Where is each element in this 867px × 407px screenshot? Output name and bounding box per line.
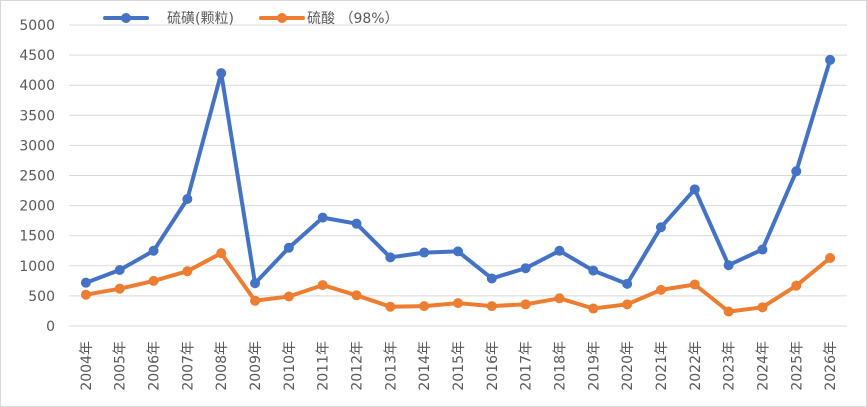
- data-point-0: [250, 278, 261, 289]
- data-point-0: [791, 166, 802, 177]
- data-point-1: [453, 298, 463, 309]
- y-tick-label: 3000: [19, 138, 55, 154]
- y-tick-label: 4500: [19, 48, 55, 64]
- data-point-0: [723, 260, 734, 271]
- data-point-0: [148, 245, 159, 256]
- data-point-1: [385, 301, 396, 312]
- x-tick-label: 2014年: [417, 341, 433, 391]
- legend-marker-0: [121, 13, 131, 23]
- data-point-0: [216, 68, 227, 79]
- data-point-0: [351, 218, 362, 229]
- data-point-1: [723, 306, 734, 317]
- data-point-0: [317, 212, 328, 223]
- x-tick-label: 2004年: [79, 341, 95, 391]
- data-point-0: [385, 252, 396, 263]
- x-tick-label: 2013年: [383, 341, 399, 391]
- data-point-1: [791, 280, 802, 291]
- x-tick-label: 2025年: [789, 341, 805, 391]
- y-tick-label: 1000: [19, 259, 55, 275]
- x-tick-label: 2006年: [147, 341, 163, 391]
- x-tick-label: 2018年: [552, 341, 568, 391]
- x-tick-label: 2016年: [485, 341, 501, 391]
- y-tick-label: 1500: [19, 229, 55, 245]
- x-tick-label: 2019年: [586, 341, 602, 391]
- data-point-0: [588, 265, 599, 276]
- y-tick-label: 5000: [19, 18, 55, 34]
- data-point-0: [825, 54, 836, 65]
- x-tick-label: 2023年: [722, 341, 738, 391]
- x-tick-label: 2015年: [451, 341, 467, 391]
- y-tick-label: 3500: [19, 108, 55, 124]
- legend-marker-1: [277, 13, 287, 23]
- x-tick-label: 2005年: [113, 341, 129, 391]
- x-tick-label: 2012年: [350, 341, 366, 391]
- data-point-0: [453, 246, 463, 257]
- legend-label-1: 硫酸 （98%）: [307, 11, 399, 27]
- data-point-0: [655, 222, 666, 233]
- data-point-1: [351, 290, 362, 301]
- data-point-1: [622, 299, 633, 310]
- x-tick-label: 2026年: [823, 341, 839, 391]
- legend-label-0: 硫磺(颗粒): [167, 11, 234, 27]
- y-tick-label: 0: [46, 319, 55, 335]
- data-point-1: [757, 302, 768, 313]
- data-point-0: [757, 244, 768, 255]
- data-point-0: [520, 263, 531, 274]
- x-tick-label: 2010年: [282, 341, 298, 391]
- data-point-1: [486, 301, 497, 312]
- data-point-1: [825, 252, 836, 263]
- x-tick-label: 2007年: [180, 341, 196, 391]
- data-point-0: [283, 242, 294, 253]
- data-point-0: [554, 245, 565, 256]
- x-tick-label: 2021年: [654, 341, 670, 391]
- data-point-0: [80, 277, 91, 288]
- data-point-1: [520, 299, 531, 310]
- x-tick-label: 2017年: [519, 341, 535, 391]
- y-tick-label: 500: [28, 289, 55, 305]
- data-point-1: [283, 291, 294, 302]
- data-point-1: [216, 248, 227, 259]
- x-tick-label: 2009年: [248, 341, 264, 391]
- data-point-0: [689, 184, 700, 195]
- y-tick-label: 2500: [19, 169, 55, 185]
- data-point-1: [80, 289, 91, 300]
- x-tick-label: 2024年: [755, 341, 771, 391]
- data-point-1: [588, 303, 599, 314]
- data-point-1: [114, 283, 125, 294]
- data-point-1: [317, 280, 328, 291]
- data-point-1: [250, 295, 261, 306]
- x-tick-label: 2011年: [316, 341, 332, 391]
- data-point-0: [622, 278, 633, 289]
- data-point-1: [182, 266, 193, 277]
- x-tick-label: 2020年: [620, 341, 636, 391]
- data-point-1: [419, 301, 430, 312]
- data-point-1: [655, 284, 666, 295]
- data-point-0: [182, 193, 193, 204]
- data-point-1: [148, 275, 159, 286]
- data-point-0: [114, 265, 125, 276]
- data-point-1: [689, 279, 700, 290]
- data-point-0: [419, 247, 430, 258]
- data-point-1: [554, 293, 565, 304]
- x-tick-label: 2008年: [214, 341, 230, 391]
- x-tick-label: 2022年: [688, 341, 704, 391]
- y-tick-label: 2000: [19, 199, 55, 215]
- data-point-0: [486, 273, 497, 284]
- y-tick-label: 4000: [19, 78, 55, 94]
